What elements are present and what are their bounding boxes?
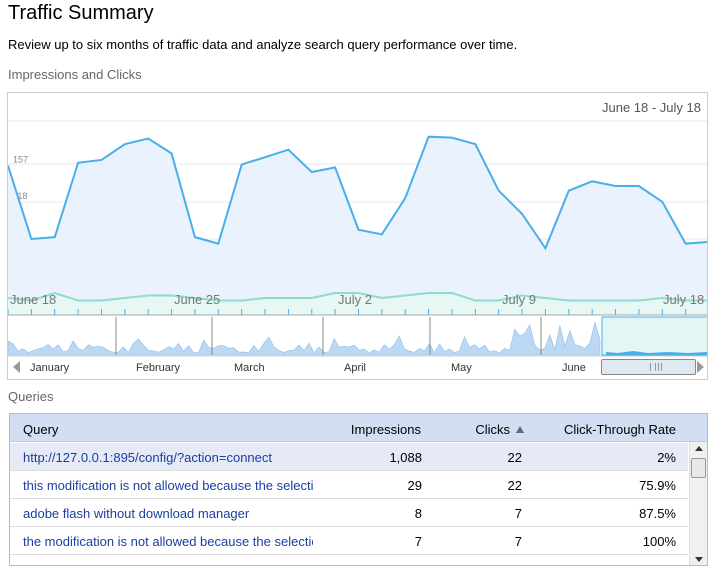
queries-section-label: Queries: [8, 389, 54, 404]
clicks-series-line: [8, 291, 707, 302]
ctr-cell: 100%: [642, 534, 676, 549]
clicks-cell: 22: [507, 450, 522, 465]
sort-ascending-icon: [516, 426, 524, 433]
impressions-area: [8, 136, 707, 315]
ctr-cell: 2%: [657, 450, 676, 465]
clicks-cell: 7: [514, 534, 522, 549]
page-description: Review up to six months of traffic data …: [8, 37, 518, 52]
impressions-cell: 1,088: [389, 450, 422, 465]
query-link[interactable]: this modification is not allowed because…: [23, 478, 313, 493]
clicks-cell: 7: [514, 506, 522, 521]
x-tick-label: June 25: [174, 292, 220, 307]
impressions-series-line: [8, 135, 707, 251]
column-header-clicks-label: Clicks: [475, 422, 510, 437]
chart-section-label: Impressions and Clicks: [8, 67, 142, 82]
overview-selected-area: [606, 351, 707, 355]
x-tick-label: June 18: [10, 292, 56, 307]
x-tick-label: July 18: [663, 292, 704, 307]
table-row[interactable]: http://127.0.0.1:895/config/?action=conn…: [10, 443, 688, 471]
queries-table: Query Impressions Clicks Click-Through R…: [9, 413, 708, 566]
scroll-down-icon[interactable]: [695, 557, 703, 562]
column-header-ctr[interactable]: Click-Through Rate: [564, 422, 676, 437]
column-header-impressions[interactable]: Impressions: [350, 422, 421, 437]
overview-month-label: June: [562, 362, 586, 374]
table-row[interactable]: adobe flash without download manager 8 7…: [10, 499, 688, 527]
query-link[interactable]: http://127.0.0.1:895/config/?action=conn…: [23, 450, 272, 465]
y-tick-label: 157: [13, 155, 28, 165]
overview-month-label: April: [344, 362, 367, 374]
overview-month-label: January: [30, 362, 70, 374]
ctr-cell: 87.5%: [639, 506, 676, 521]
overview-month-label: May: [451, 362, 472, 374]
table-scrollbar[interactable]: [689, 442, 707, 565]
overview-month-label: February: [136, 362, 181, 374]
scroll-up-icon[interactable]: [695, 446, 703, 451]
overview-selected-range: [601, 316, 707, 356]
table-header: Query Impressions Clicks Click-Through R…: [10, 414, 707, 442]
impressions-cell: 29: [407, 478, 422, 493]
impressions-cell: 7: [414, 534, 422, 549]
clicks-area: [8, 293, 707, 315]
impressions-cell: 8: [414, 506, 422, 521]
timeline-scroll-right-icon[interactable]: [697, 361, 704, 373]
ctr-cell: 75.9%: [639, 478, 676, 493]
timeline-scrollbar[interactable]: [601, 359, 696, 375]
timeline-scroll-left-icon[interactable]: [13, 361, 20, 373]
chart-date-range: June 18 - July 18: [601, 100, 701, 115]
x-tick-label: July 9: [502, 292, 536, 307]
overview-month-label: March: [234, 362, 265, 374]
timeline-scrollbar-grip-icon[interactable]: [650, 363, 662, 371]
page-title: Traffic Summary: [8, 2, 154, 24]
query-link[interactable]: the modification is not allowed because …: [23, 534, 313, 549]
table-scrollbar-thumb[interactable]: [691, 458, 706, 478]
y-tick-label: 118: [13, 191, 27, 201]
x-tick-label: July 2: [338, 292, 372, 307]
column-header-clicks[interactable]: Clicks: [475, 422, 524, 437]
table-row[interactable]: this modification is not allowed because…: [10, 471, 688, 499]
query-link[interactable]: adobe flash without download manager: [23, 506, 250, 521]
clicks-cell: 22: [507, 478, 522, 493]
table-row[interactable]: the modification is not allowed because …: [10, 527, 688, 555]
column-header-query[interactable]: Query: [23, 422, 59, 437]
